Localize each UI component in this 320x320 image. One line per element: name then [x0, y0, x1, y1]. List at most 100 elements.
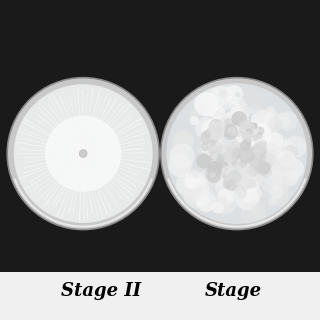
Circle shape [268, 117, 282, 132]
Circle shape [243, 133, 248, 138]
Circle shape [162, 78, 312, 229]
Circle shape [236, 179, 245, 189]
Circle shape [251, 133, 255, 138]
Wedge shape [83, 154, 136, 187]
Circle shape [251, 147, 265, 162]
Circle shape [227, 163, 234, 170]
Circle shape [207, 132, 224, 149]
Circle shape [258, 189, 265, 196]
Circle shape [257, 162, 270, 175]
Circle shape [208, 141, 223, 156]
Wedge shape [83, 87, 93, 154]
Circle shape [225, 157, 230, 162]
Circle shape [255, 173, 265, 183]
Circle shape [233, 121, 237, 125]
Circle shape [211, 126, 224, 140]
Circle shape [214, 134, 219, 139]
Circle shape [207, 161, 223, 176]
Circle shape [221, 161, 227, 166]
Circle shape [235, 187, 259, 210]
Circle shape [265, 157, 271, 164]
Circle shape [212, 201, 224, 213]
Circle shape [231, 103, 246, 118]
Circle shape [160, 77, 314, 230]
Wedge shape [83, 96, 102, 154]
Wedge shape [24, 129, 83, 154]
Circle shape [172, 130, 194, 152]
Circle shape [244, 123, 259, 138]
Circle shape [268, 109, 276, 117]
Wedge shape [79, 154, 83, 222]
Circle shape [246, 128, 252, 135]
Circle shape [210, 105, 225, 120]
Text: Stage: Stage [205, 282, 262, 300]
Circle shape [215, 126, 223, 133]
Wedge shape [83, 154, 150, 164]
Circle shape [259, 117, 271, 130]
Circle shape [223, 110, 241, 129]
Circle shape [263, 116, 273, 126]
Wedge shape [83, 154, 99, 221]
Circle shape [236, 145, 261, 169]
Circle shape [279, 117, 290, 127]
Circle shape [207, 143, 212, 148]
Circle shape [284, 136, 307, 158]
Circle shape [232, 151, 240, 159]
Circle shape [264, 146, 281, 163]
Circle shape [235, 129, 246, 140]
Circle shape [225, 85, 244, 104]
Circle shape [250, 118, 267, 135]
Circle shape [271, 113, 281, 123]
Circle shape [260, 165, 272, 178]
Circle shape [230, 158, 245, 172]
Wedge shape [83, 154, 93, 213]
Wedge shape [83, 99, 116, 154]
Wedge shape [77, 88, 83, 154]
Wedge shape [35, 154, 83, 203]
Circle shape [240, 146, 253, 158]
Wedge shape [83, 154, 135, 196]
Circle shape [167, 148, 189, 170]
Circle shape [247, 164, 260, 177]
Circle shape [230, 168, 253, 191]
Circle shape [208, 141, 223, 156]
Circle shape [236, 120, 254, 139]
Circle shape [232, 148, 242, 157]
Circle shape [225, 144, 236, 154]
Circle shape [176, 173, 198, 196]
Circle shape [215, 164, 227, 175]
Circle shape [218, 147, 225, 154]
Circle shape [196, 153, 212, 169]
Circle shape [200, 130, 216, 145]
Circle shape [266, 149, 275, 158]
Circle shape [194, 92, 218, 116]
Wedge shape [83, 148, 143, 154]
Circle shape [276, 113, 291, 128]
Wedge shape [83, 102, 122, 154]
Wedge shape [82, 90, 83, 154]
Wedge shape [23, 138, 83, 154]
Circle shape [200, 131, 211, 142]
Circle shape [260, 163, 271, 173]
Circle shape [249, 108, 254, 113]
Wedge shape [73, 154, 83, 212]
Circle shape [209, 172, 216, 178]
Circle shape [264, 164, 285, 186]
Circle shape [201, 189, 216, 204]
Circle shape [204, 139, 211, 146]
Wedge shape [33, 154, 83, 190]
Wedge shape [22, 121, 83, 154]
Wedge shape [83, 154, 139, 176]
Circle shape [278, 111, 298, 131]
Circle shape [276, 140, 296, 160]
Circle shape [254, 119, 260, 125]
Circle shape [226, 179, 237, 191]
Circle shape [212, 123, 227, 138]
Circle shape [201, 88, 224, 112]
Circle shape [237, 182, 241, 186]
Circle shape [213, 121, 226, 134]
Circle shape [251, 153, 262, 164]
Circle shape [199, 198, 214, 213]
Wedge shape [69, 94, 83, 154]
Wedge shape [83, 117, 143, 154]
